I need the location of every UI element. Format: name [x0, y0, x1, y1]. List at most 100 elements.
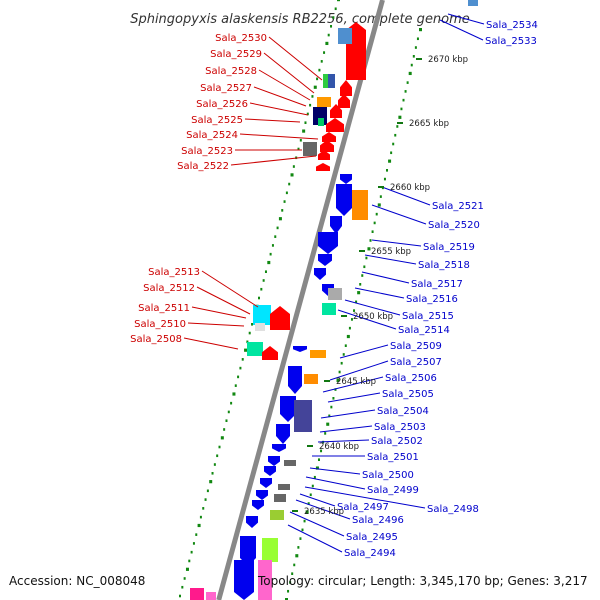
gene-label-sala-2517[interactable]: Sala_2517 [411, 279, 463, 290]
reverse-gene-feature[interactable] [336, 184, 352, 216]
gene-label-sala-2508[interactable]: Sala_2508 [130, 334, 182, 345]
gene-label-sala-2499[interactable]: Sala_2499 [367, 485, 419, 496]
gene-feature[interactable] [206, 592, 216, 600]
tick-dot-right [414, 46, 417, 49]
reverse-gene-feature[interactable] [256, 490, 268, 500]
gene-feature[interactable] [284, 460, 296, 466]
reverse-gene-feature[interactable] [264, 466, 276, 476]
gene-feature[interactable] [352, 190, 368, 220]
reverse-gene-feature[interactable] [330, 216, 342, 234]
gene-feature[interactable] [468, 0, 478, 6]
forward-gene-feature[interactable] [262, 346, 278, 360]
reverse-gene-feature[interactable] [318, 254, 332, 266]
reverse-gene-feature[interactable] [272, 444, 286, 452]
gene-feature[interactable] [303, 142, 317, 156]
gene-label-sala-2518[interactable]: Sala_2518 [418, 260, 470, 271]
gene-label-sala-2494[interactable]: Sala_2494 [344, 548, 396, 559]
gene-label-sala-2502[interactable]: Sala_2502 [371, 436, 423, 447]
gene-labels[interactable]: Sala_2530 Sala_2529 Sala_2528 Sala_2527 Sala… [130, 20, 538, 559]
tick-dot-left [316, 77, 319, 81]
gene-feature[interactable] [317, 97, 331, 107]
gene-feature[interactable] [304, 374, 318, 384]
gene-feature[interactable] [253, 305, 271, 325]
reverse-gene-feature[interactable] [240, 536, 256, 566]
gene-label-sala-2534[interactable]: Sala_2534 [486, 20, 538, 31]
gene-label-sala-2516[interactable]: Sala_2516 [406, 294, 458, 305]
gene-label-sala-2529[interactable]: Sala_2529 [210, 49, 262, 60]
forward-gene-feature[interactable] [330, 104, 342, 118]
gene-feature[interactable] [258, 560, 272, 600]
gene-label-sala-2523[interactable]: Sala_2523 [181, 146, 233, 157]
gene-label-sala-2501[interactable]: Sala_2501 [367, 452, 419, 463]
gene-label-sala-2512[interactable]: Sala_2512 [143, 283, 195, 294]
gene-label-sala-2514[interactable]: Sala_2514 [398, 325, 450, 336]
reverse-gene-feature[interactable] [288, 366, 302, 394]
gene-label-sala-2495[interactable]: Sala_2495 [346, 532, 398, 543]
reverse-gene-feature[interactable] [268, 456, 280, 466]
gene-label-sala-2526[interactable]: Sala_2526 [196, 99, 248, 110]
gene-feature[interactable] [274, 494, 286, 502]
leader-line [361, 271, 410, 284]
reverse-gene-feature[interactable] [280, 396, 296, 422]
gene-label-sala-2504[interactable]: Sala_2504 [377, 406, 429, 417]
gene-feature[interactable] [278, 484, 290, 490]
gene-label-sala-2506[interactable]: Sala_2506 [385, 373, 437, 384]
reverse-gene-feature[interactable] [246, 516, 258, 528]
reverse-gene-feature[interactable] [276, 424, 290, 444]
forward-gene-feature[interactable] [326, 118, 344, 132]
gene-label-sala-2505[interactable]: Sala_2505 [382, 389, 434, 400]
gene-label-sala-2510[interactable]: Sala_2510 [134, 319, 186, 330]
gene-label-sala-2503[interactable]: Sala_2503 [374, 422, 426, 433]
gene-feature[interactable] [270, 510, 284, 520]
gene-feature[interactable] [338, 28, 352, 44]
forward-gene-feature[interactable] [322, 132, 336, 142]
gene-feature[interactable] [294, 400, 312, 432]
forward-gene-feature[interactable] [316, 163, 330, 171]
forward-gene-feature[interactable] [320, 140, 334, 152]
gene-feature[interactable] [323, 74, 328, 88]
gene-label-sala-2496[interactable]: Sala_2496 [352, 515, 404, 526]
gene-label-sala-2500[interactable]: Sala_2500 [362, 470, 414, 481]
gene-label-sala-2527[interactable]: Sala_2527 [200, 83, 252, 94]
forward-gene-feature[interactable] [338, 94, 350, 108]
reverse-gene-feature[interactable] [340, 174, 352, 184]
gene-feature[interactable] [318, 118, 324, 126]
reverse-gene-feature[interactable] [252, 500, 264, 510]
gene-label-sala-2530[interactable]: Sala_2530 [215, 33, 267, 44]
gene-feature[interactable] [262, 538, 278, 562]
reverse-gene-feature[interactable] [293, 346, 307, 352]
forward-gene-feature[interactable] [318, 150, 330, 160]
tick-dot-right [363, 265, 366, 269]
reverse-gene-feature[interactable] [314, 268, 326, 280]
gene-label-sala-2533[interactable]: Sala_2533 [485, 36, 537, 47]
gene-label-sala-2528[interactable]: Sala_2528 [205, 66, 257, 77]
gene-label-sala-2497[interactable]: Sala_2497 [337, 502, 389, 513]
gene-label-sala-2521[interactable]: Sala_2521 [432, 201, 484, 212]
gene-label-sala-2513[interactable]: Sala_2513 [148, 267, 200, 278]
gene-label-sala-2519[interactable]: Sala_2519 [423, 242, 475, 253]
reverse-gene-feature[interactable] [260, 478, 272, 488]
leader-line [289, 511, 345, 537]
gene-feature[interactable] [190, 588, 204, 600]
gene-feature[interactable] [247, 342, 263, 356]
gene-label-sala-2525[interactable]: Sala_2525 [191, 115, 243, 126]
gene-feature[interactable] [310, 350, 326, 358]
gene-feature[interactable] [322, 303, 336, 315]
gene-feature[interactable] [328, 288, 342, 300]
gene-feature[interactable] [328, 74, 335, 88]
gene-label-sala-2511[interactable]: Sala_2511 [138, 303, 190, 314]
gene-label-sala-2509[interactable]: Sala_2509 [390, 341, 442, 352]
tick-dot-left [306, 112, 309, 116]
gene-label-sala-2522[interactable]: Sala_2522 [177, 161, 229, 172]
forward-gene-feature[interactable] [270, 306, 290, 330]
gene-label-sala-2515[interactable]: Sala_2515 [402, 311, 454, 322]
forward-gene-feature[interactable] [340, 80, 352, 96]
gene-label-sala-2507[interactable]: Sala_2507 [390, 357, 442, 368]
gene-label-sala-2524[interactable]: Sala_2524 [186, 130, 238, 141]
reverse-gene-feature[interactable] [234, 560, 254, 600]
reverse-gene-feature[interactable] [318, 232, 338, 254]
gene-label-sala-2520[interactable]: Sala_2520 [428, 220, 480, 231]
gene-feature[interactable] [255, 323, 265, 331]
gene-label-sala-2498[interactable]: Sala_2498 [427, 504, 479, 515]
tick-dot-left [246, 340, 249, 344]
